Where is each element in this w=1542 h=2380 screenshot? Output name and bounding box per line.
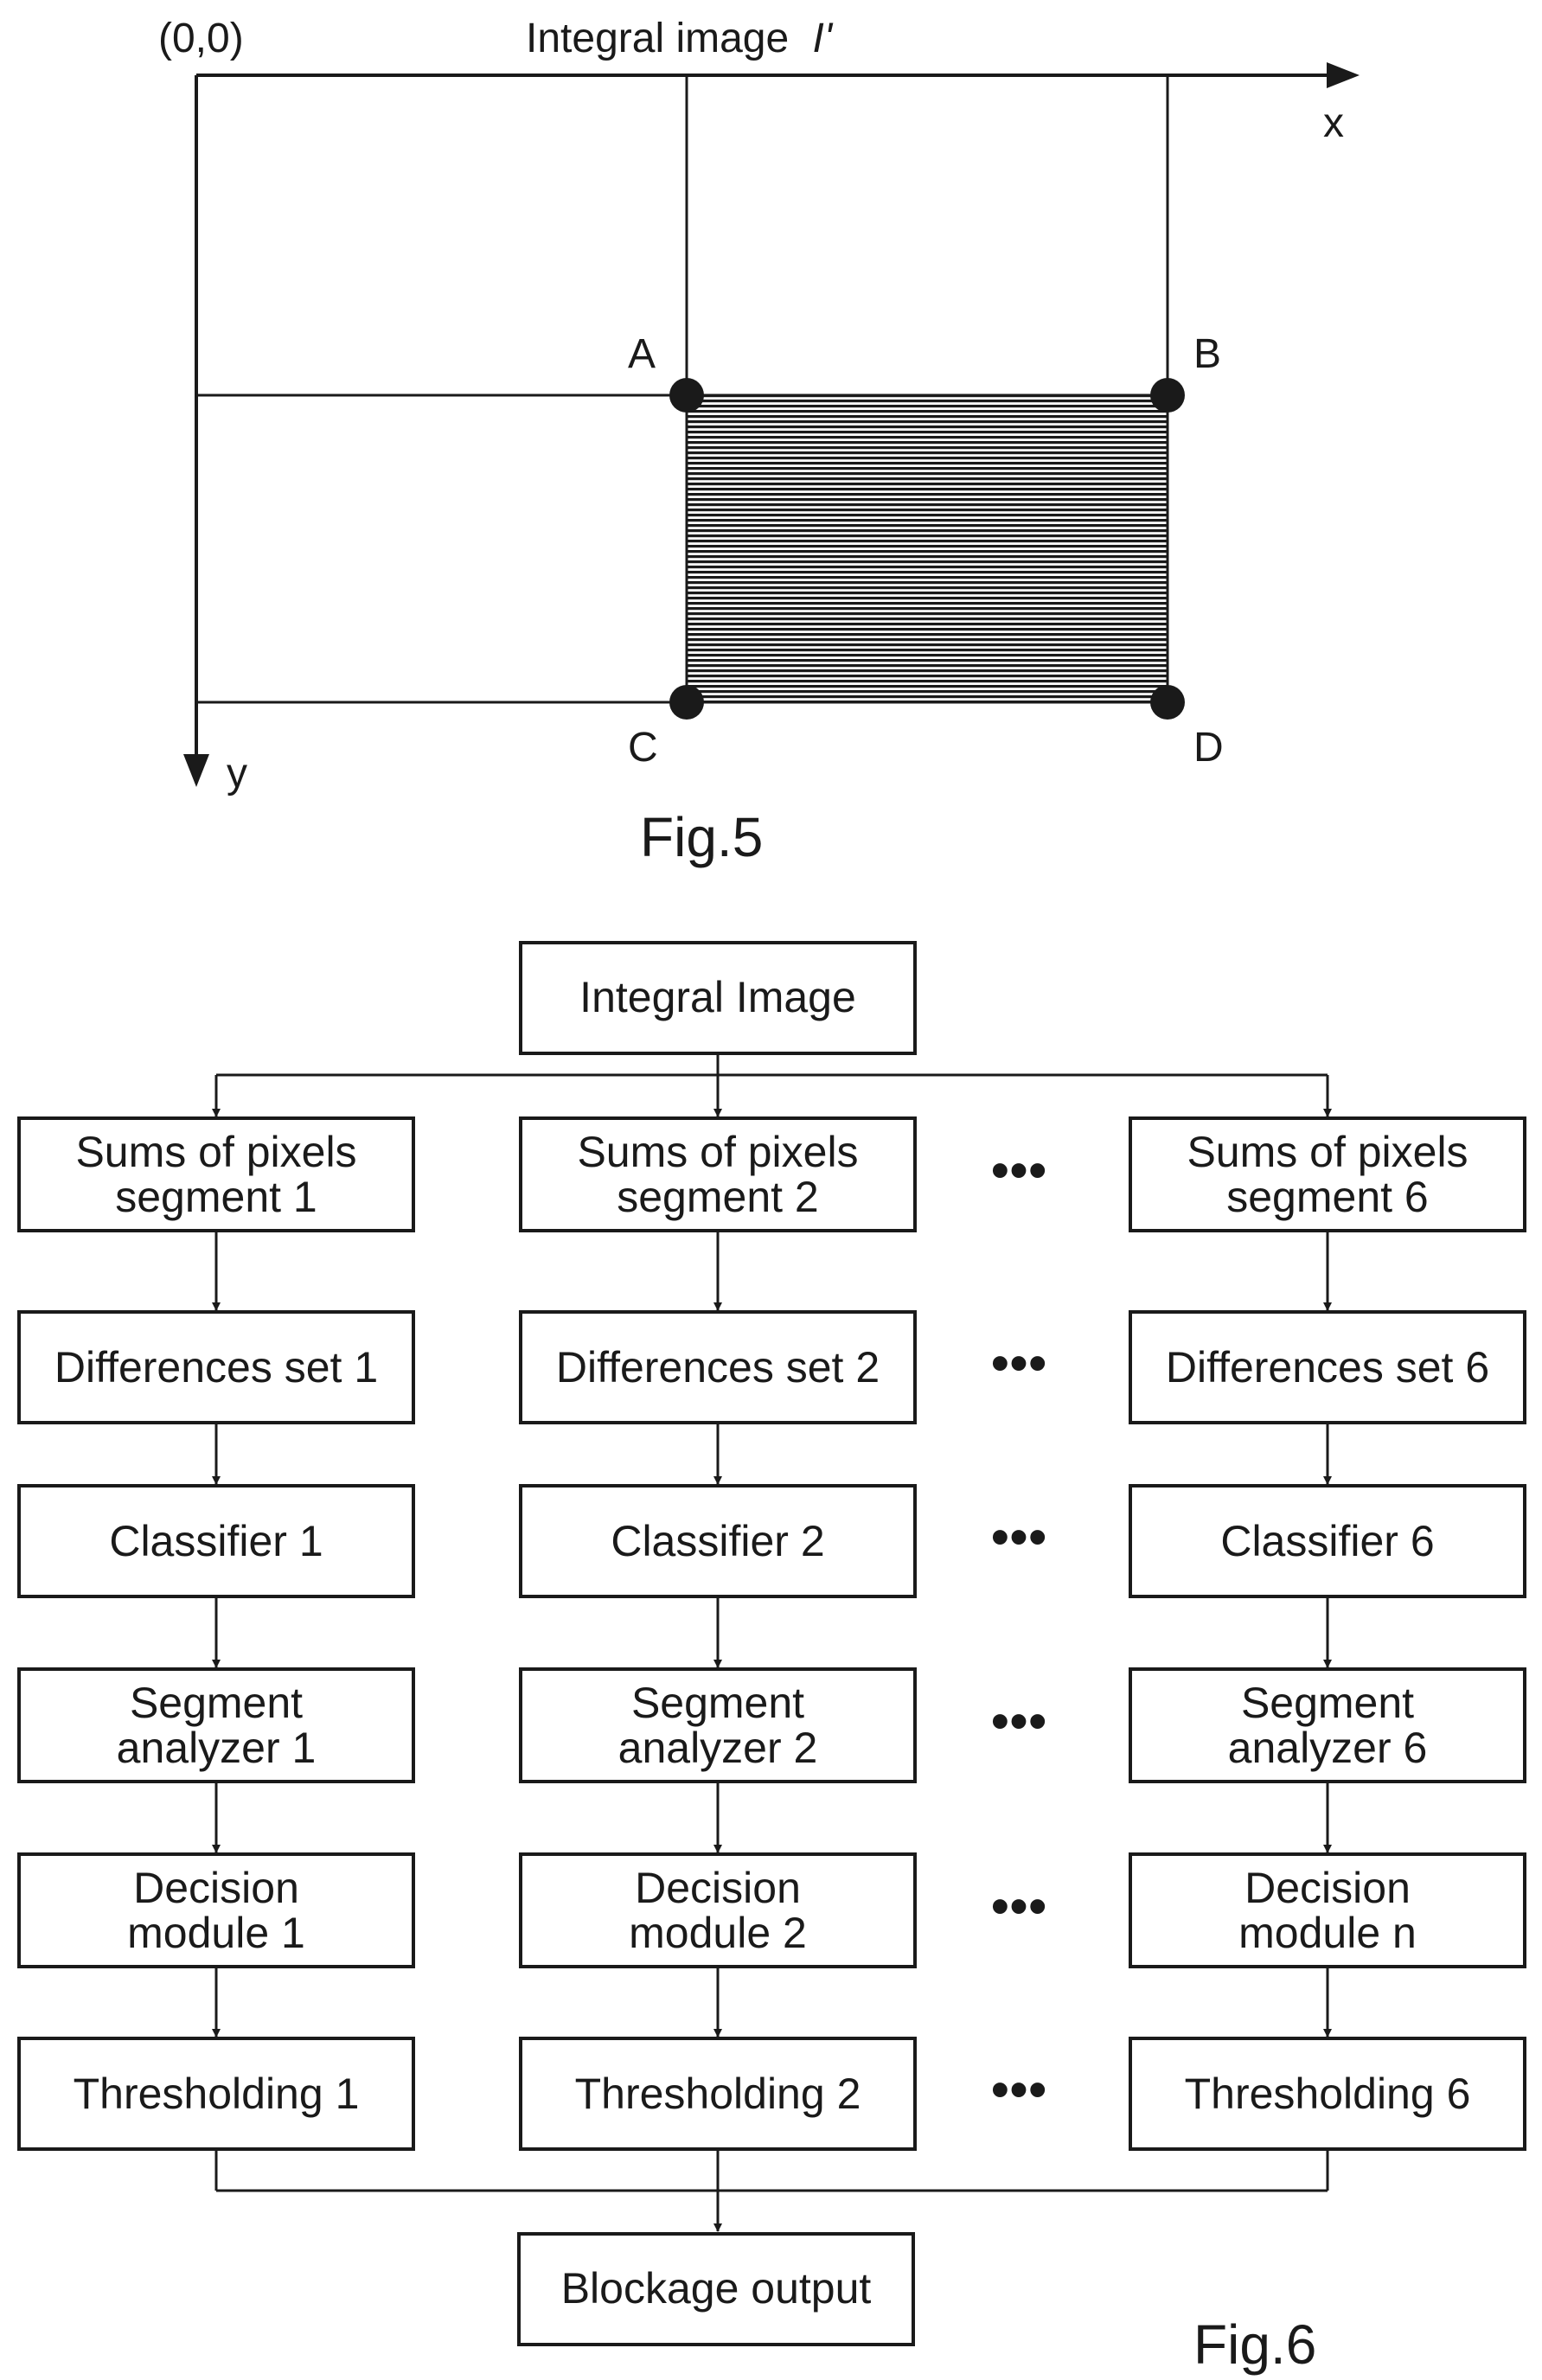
fig6-columns: Sums of pixelssegment 1Differences set 1… (19, 1075, 1525, 2191)
differences-set-label-2-line-1: Differences set 2 (556, 1343, 880, 1392)
sums-of-pixels-label-2-line-2: segment 2 (617, 1173, 818, 1221)
fig5-caption: Fig.5 (640, 806, 763, 868)
ellipsis-decision-module: ••• (990, 1877, 1046, 1936)
sums-of-pixels-label-1-line-2: segment 1 (115, 1173, 317, 1221)
sums-of-pixels-label-3-line-2: segment 6 (1226, 1173, 1428, 1221)
blockage-output-label: Blockage output (561, 2264, 872, 2313)
origin-label: (0,0) (158, 16, 244, 61)
classifier-label-1-line-1: Classifier 1 (109, 1517, 323, 1565)
point-a-label: A (628, 331, 656, 377)
segment-analyzer-label-2-line-2: analyzer 2 (618, 1724, 818, 1772)
fig6-flowchart: Integral Image Blockage output Fig.6 Sum… (19, 943, 1525, 2376)
ellipsis-classifier: ••• (990, 1507, 1046, 1567)
ellipsis-thresholding: ••• (990, 2060, 1046, 2120)
sums-of-pixels-label-3-line-1: Sums of pixels (1187, 1128, 1468, 1176)
point-b (1150, 378, 1185, 413)
column-2: Sums of pixelssegment 2 Differences set 2… (521, 1075, 915, 2191)
ellipsis-sums-of-pixels: ••• (990, 1141, 1046, 1200)
decision-module-label-3-line-2: module n (1238, 1909, 1417, 1957)
decision-module-label-1-line-2: module 1 (127, 1909, 305, 1957)
ellipsis-differences-set: ••• (990, 1334, 1046, 1393)
ellipsis-segment-analyzer: ••• (990, 1692, 1046, 1751)
fig5-integral-image-diagram: (0,0) Integral image I' x y A B C D Fig.… (158, 16, 1360, 868)
hatched-region (687, 395, 1168, 702)
fig5-title-text: Integral image (526, 16, 789, 61)
column-3: Sums of pixelssegment 6 Differences set 6… (1130, 1075, 1525, 2191)
differences-set-label-1-line-1: Differences set 1 (54, 1343, 378, 1392)
sums-of-pixels-label-1-line-1: Sums of pixels (75, 1128, 356, 1176)
classifier-label-3-line-1: Classifier 6 (1220, 1517, 1434, 1565)
y-axis-label: y (227, 751, 247, 797)
segment-analyzer-label-3-line-2: analyzer 6 (1228, 1724, 1428, 1772)
fig6-caption: Fig.6 (1193, 2313, 1316, 2376)
classifier-label-2-line-1: Classifier 2 (611, 1517, 824, 1565)
thresholding-label-2-line-1: Thresholding 2 (575, 2070, 861, 2118)
thresholding-label-1-line-1: Thresholding 1 (74, 2070, 360, 2118)
fig5-title-symbol: I' (813, 16, 834, 61)
decision-module-label-1-line-1: Decision (133, 1864, 299, 1912)
segment-analyzer-label-1-line-2: analyzer 1 (117, 1724, 317, 1772)
integral-image-label: Integral Image (579, 973, 856, 1021)
sums-of-pixels-label-2-line-1: Sums of pixels (577, 1128, 858, 1176)
y-axis-arrowhead (183, 754, 209, 787)
x-axis-label: x (1323, 100, 1344, 146)
x-axis-arrowhead (1327, 62, 1360, 88)
differences-set-label-3-line-1: Differences set 6 (1166, 1343, 1489, 1392)
point-d (1150, 685, 1185, 720)
fig6-ellipses: ••• ••• ••• ••• ••• ••• (990, 1141, 1046, 2120)
segment-analyzer-label-3-line-1: Segment (1241, 1679, 1414, 1727)
decision-module-label-3-line-1: Decision (1244, 1864, 1411, 1912)
point-c (669, 685, 704, 720)
point-c-label: C (628, 725, 658, 771)
point-d-label: D (1193, 725, 1224, 771)
point-a (669, 378, 704, 413)
thresholding-label-3-line-1: Thresholding 6 (1185, 2070, 1471, 2118)
column-1: Sums of pixelssegment 1 Differences set 1… (19, 1075, 413, 2191)
decision-module-label-2-line-2: module 2 (629, 1909, 807, 1957)
segment-analyzer-label-2-line-1: Segment (631, 1679, 804, 1727)
point-b-label: B (1193, 331, 1221, 377)
segment-analyzer-label-1-line-1: Segment (130, 1679, 303, 1727)
decision-module-label-2-line-1: Decision (635, 1864, 801, 1912)
fig5-title: Integral image I' (526, 16, 834, 61)
